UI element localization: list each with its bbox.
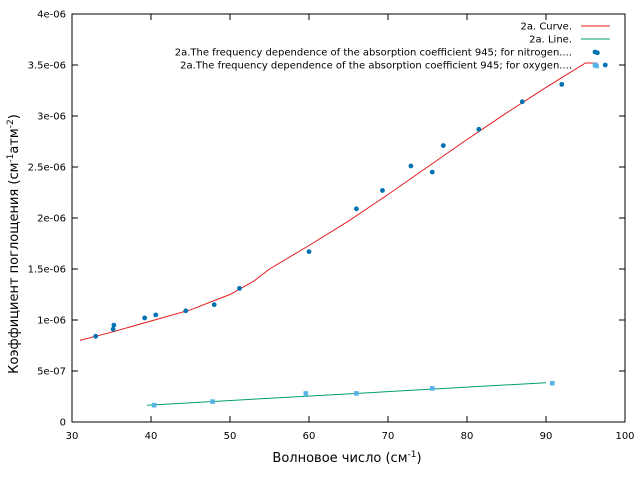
nitrogen-data-point (602, 62, 608, 68)
nitrogen-data-point (354, 206, 359, 212)
nitrogen-data-point (142, 315, 148, 321)
legend-label-2: 2a. Line. (529, 35, 572, 46)
x-tick-label: 50 (224, 431, 237, 442)
oxygen-data-point (429, 386, 435, 391)
y-tick-label: 5e-07 (37, 367, 66, 378)
plot-border (71, 13, 626, 423)
legend-label-3: 2a.The frequency dependence of the absor… (175, 48, 572, 59)
nitrogen-data-point (111, 322, 117, 328)
legend-point-sample-nitrogen (592, 49, 598, 55)
x-tick-label: 60 (303, 431, 316, 442)
nitrogen-data-point (440, 143, 446, 148)
nitrogen-data-point (559, 81, 565, 87)
legend-label-4: 2a.The frequency dependence of the absor… (180, 61, 572, 72)
x-tick-label: 100 (615, 431, 634, 442)
nitrogen-data-point (476, 126, 482, 132)
x-tick-label: 30 (66, 431, 79, 442)
oxygen-data-point (354, 391, 359, 396)
x-tick-label: 80 (461, 431, 474, 442)
nitrogen-data-point (110, 326, 116, 332)
oxygen-data-point (151, 402, 157, 408)
y-tick-label: 2e-06 (37, 214, 66, 225)
y-tick-label: 1e-06 (37, 316, 66, 327)
y-tick-label: 4e-06 (37, 10, 66, 21)
oxygen-data-point (550, 380, 555, 386)
nitrogen-data-point (93, 333, 99, 339)
y-axis-label: Коэффициент поглощения (см-1атм-2) (6, 114, 22, 374)
y-tick-label: 0 (60, 418, 66, 429)
x-tick-label: 90 (540, 431, 553, 442)
nitrogen-data-point (211, 302, 217, 308)
y-tick-label: 3.5e-06 (28, 61, 66, 72)
y-tick-label: 3e-06 (37, 112, 66, 123)
nitrogen-data-point (237, 285, 242, 291)
nitrogen-data-point (408, 163, 414, 169)
series-line-2 (147, 382, 547, 406)
x-axis-label: Волновое число (см-1) (272, 450, 421, 466)
nitrogen-data-point (153, 312, 159, 318)
y-tick-label: 2.5e-06 (28, 163, 66, 174)
legend-label-1: 2a. Curve. (520, 22, 572, 33)
y-tick-label: 1.5e-06 (28, 265, 66, 276)
nitrogen-data-point (183, 308, 189, 314)
legend-point-sample-oxygen (592, 62, 598, 68)
nitrogen-data-point (380, 188, 385, 193)
nitrogen-data-point (519, 99, 525, 105)
oxygen-data-point (303, 391, 309, 396)
series-line-1 (79, 62, 598, 341)
oxygen-data-point (210, 399, 215, 404)
x-tick-label: 40 (145, 431, 158, 442)
nitrogen-data-point (429, 169, 435, 175)
x-tick-label: 70 (382, 431, 395, 442)
nitrogen-data-point (306, 249, 312, 255)
